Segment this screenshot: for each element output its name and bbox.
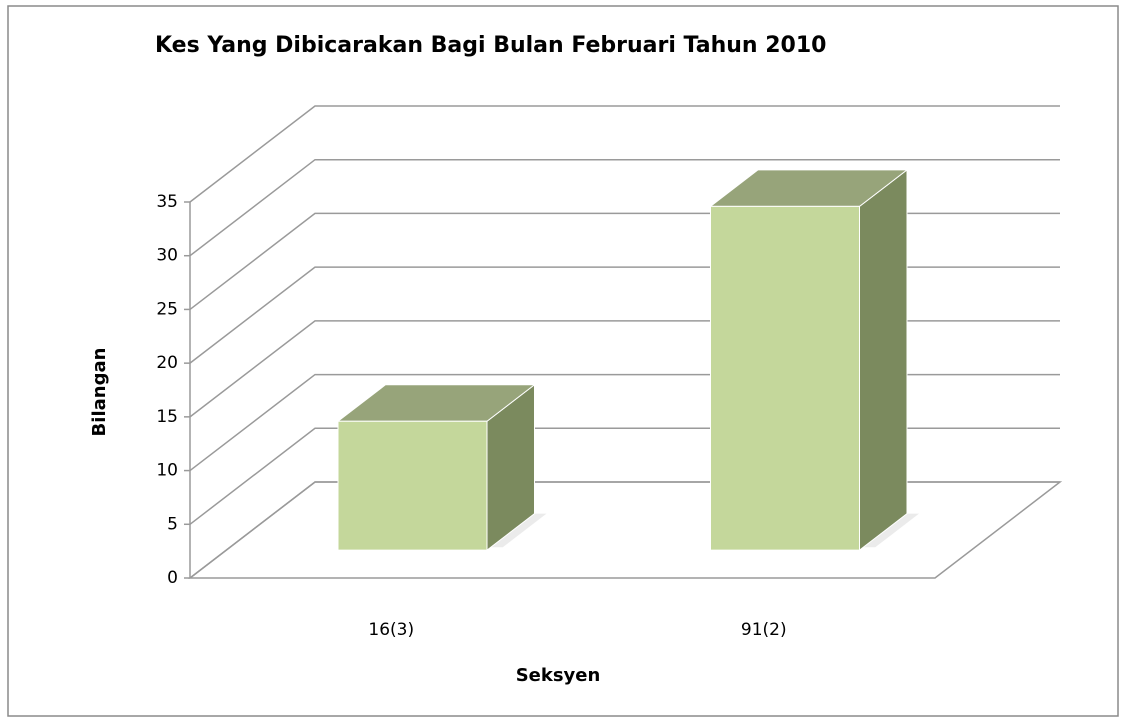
y-tick-label: 0	[167, 568, 178, 588]
bar	[337, 420, 488, 551]
x-tick-label: 91(2)	[741, 620, 787, 640]
y-tick-label: 35	[156, 192, 178, 212]
x-tick-label: 16(3)	[368, 620, 414, 640]
y-tick-label: 30	[156, 246, 178, 266]
bar-side	[859, 168, 908, 552]
grid-line	[189, 105, 1060, 203]
y-tick-label: 15	[156, 407, 178, 427]
y-tick-label: 10	[156, 461, 178, 481]
chart-title: Kes Yang Dibicarakan Bagi Bulan Februari…	[155, 33, 826, 58]
x-axis-label: Seksyen	[516, 665, 601, 686]
y-axis-label: Bilangan	[89, 348, 110, 437]
floor	[187, 481, 1063, 579]
grid-line	[189, 158, 1060, 257]
bar	[710, 205, 860, 551]
y-tick-label: 25	[156, 299, 178, 319]
y-tick-label: 5	[167, 514, 178, 534]
y-tick-label: 20	[156, 353, 178, 373]
